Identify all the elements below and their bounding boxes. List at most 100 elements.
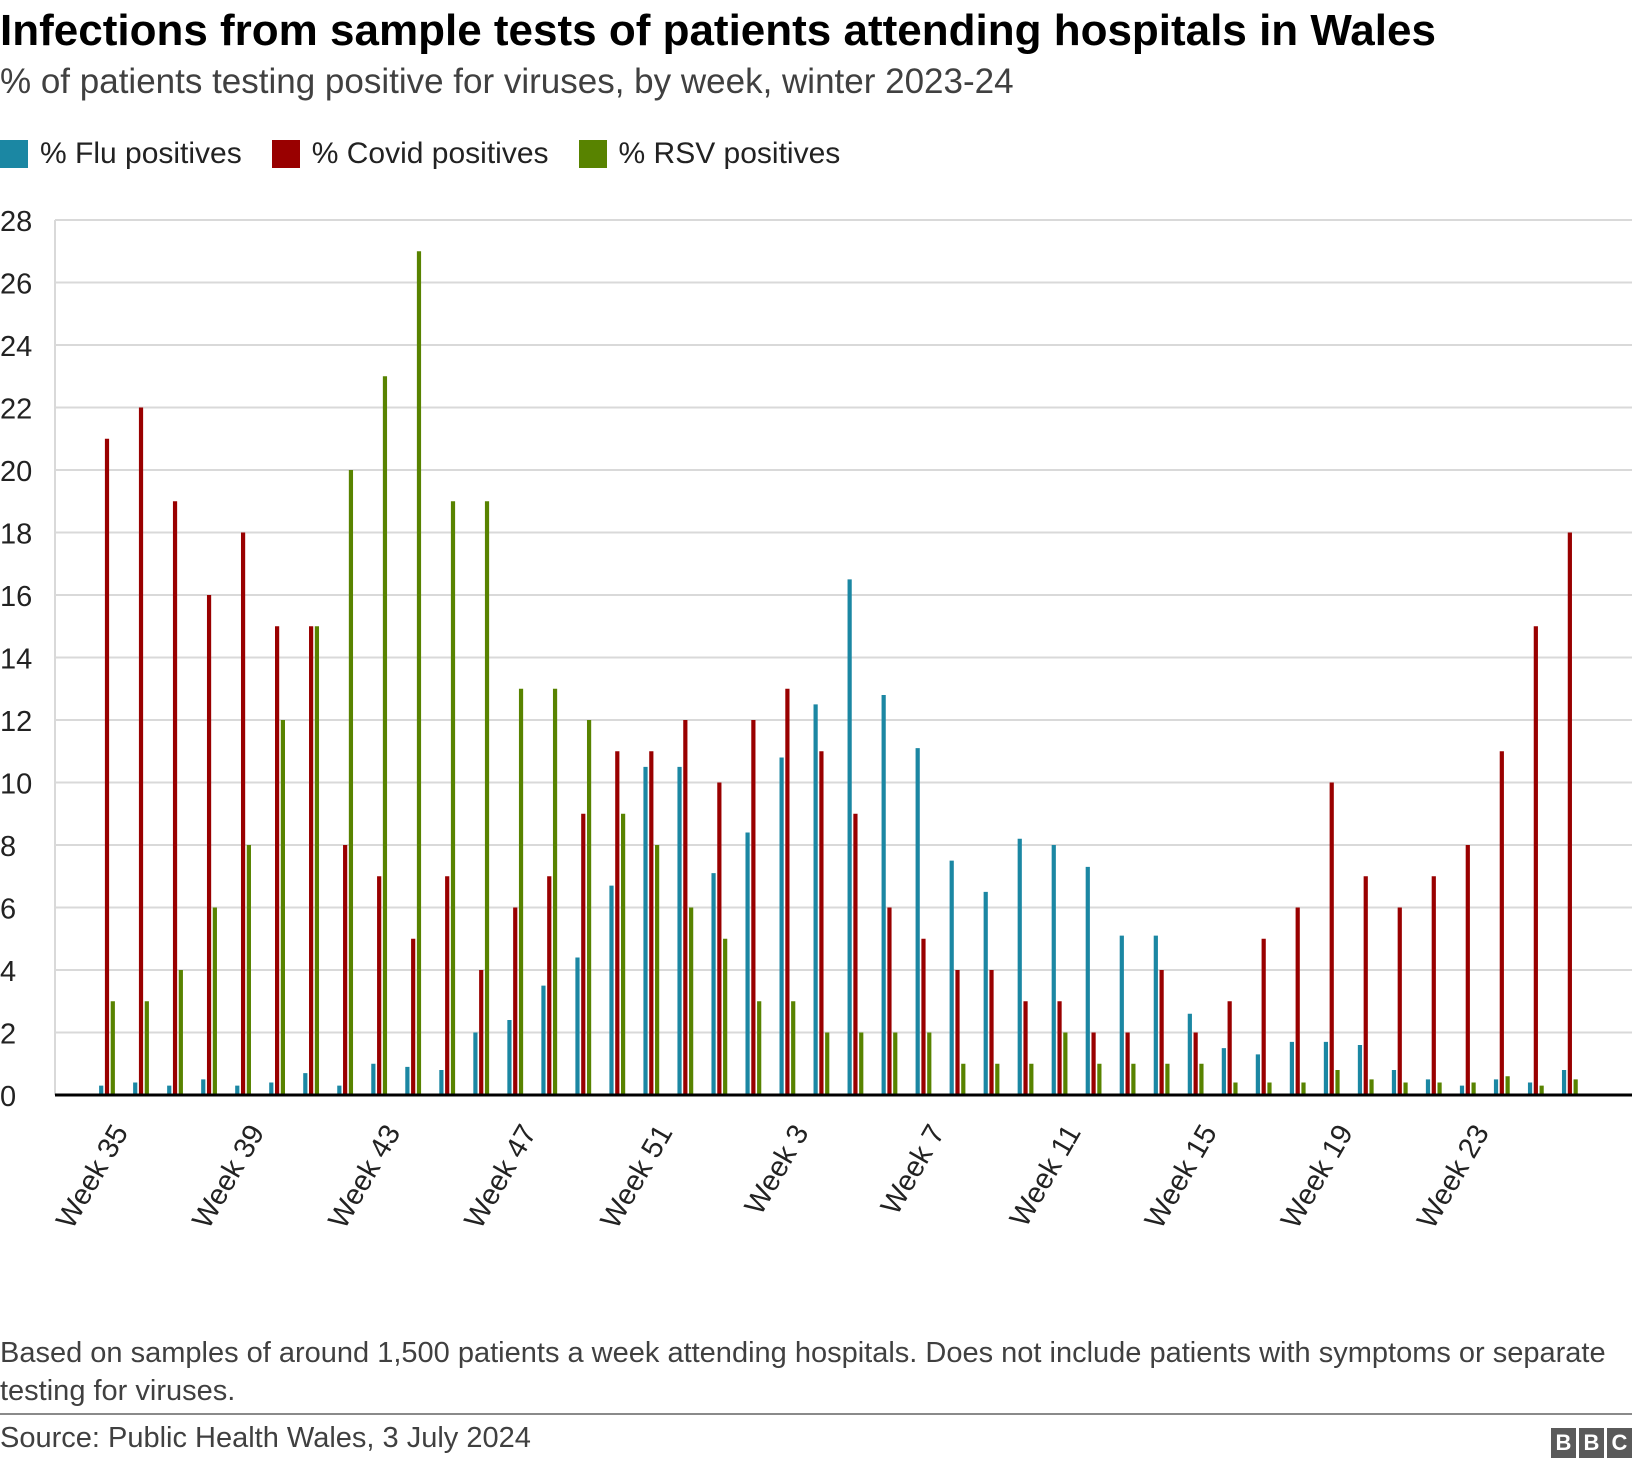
bar-rsv bbox=[1505, 1076, 1510, 1095]
y-tick-label: 20 bbox=[0, 456, 32, 488]
bar-rsv bbox=[450, 501, 456, 1095]
bar-flu bbox=[1119, 935, 1124, 1096]
bar-covid bbox=[1193, 1032, 1198, 1095]
bar-flu bbox=[711, 873, 716, 1096]
y-tick-label: 10 bbox=[0, 769, 32, 801]
bar-flu bbox=[847, 579, 852, 1096]
bar-covid bbox=[649, 751, 654, 1095]
bar-covid bbox=[853, 813, 858, 1095]
bar-flu bbox=[337, 1085, 342, 1096]
bar-group bbox=[1221, 1001, 1238, 1096]
bar-covid bbox=[1363, 876, 1368, 1095]
bar-flu bbox=[1391, 1070, 1397, 1095]
bar-covid bbox=[1397, 907, 1402, 1095]
bar-covid bbox=[751, 720, 756, 1095]
bar-group bbox=[235, 532, 251, 1096]
bar-rsv bbox=[961, 1063, 966, 1095]
bar-group bbox=[949, 860, 966, 1096]
chart-title: Infections from sample tests of patients… bbox=[0, 6, 1436, 55]
bar-group bbox=[677, 720, 694, 1096]
bar-rsv bbox=[825, 1032, 830, 1095]
bars bbox=[99, 251, 1578, 1096]
bar-flu bbox=[1459, 1085, 1465, 1096]
bar-covid bbox=[1499, 751, 1504, 1095]
bar-covid bbox=[1125, 1032, 1130, 1095]
bar-flu bbox=[99, 1085, 104, 1096]
bar-rsv bbox=[1335, 1070, 1340, 1095]
bar-rsv bbox=[1301, 1082, 1306, 1095]
bar-covid bbox=[989, 970, 994, 1095]
bar-group bbox=[609, 751, 626, 1096]
bbc-logo-letter: B bbox=[1551, 1428, 1576, 1458]
bar-group bbox=[1561, 532, 1578, 1096]
bar-rsv bbox=[927, 1032, 932, 1095]
bar-flu bbox=[1153, 935, 1158, 1096]
bar-rsv bbox=[1267, 1082, 1272, 1095]
bar-rsv bbox=[1437, 1082, 1442, 1095]
bar-rsv bbox=[1063, 1032, 1068, 1095]
bar-rsv bbox=[518, 688, 524, 1095]
legend-label-flu: % Flu positives bbox=[40, 137, 242, 170]
bar-flu bbox=[507, 1020, 512, 1095]
bar-rsv bbox=[1573, 1079, 1578, 1096]
bar-group bbox=[1357, 876, 1374, 1096]
y-tick-label: 14 bbox=[0, 644, 32, 676]
bar-flu bbox=[609, 885, 614, 1096]
bar-rsv bbox=[1369, 1079, 1374, 1096]
bar-group bbox=[1391, 907, 1408, 1095]
bar-rsv bbox=[552, 688, 558, 1095]
bar-rsv bbox=[212, 907, 217, 1095]
bar-covid bbox=[615, 751, 620, 1095]
x-axis-ticks: Week 35 Week 39 Week 43 Week 47 Week 51 Week … bbox=[50, 1120, 1495, 1235]
bar-flu bbox=[643, 766, 648, 1096]
x-tick-label: Week 51 bbox=[595, 1120, 680, 1235]
bar-group bbox=[915, 748, 932, 1096]
legend-item-covid: % Covid positives bbox=[271, 137, 549, 171]
bbc-logo-letter: C bbox=[1607, 1428, 1632, 1458]
bar-group bbox=[1493, 751, 1510, 1096]
bar-flu bbox=[677, 766, 682, 1096]
bar-flu bbox=[779, 757, 784, 1095]
legend-item-rsv: % RSV positives bbox=[578, 137, 840, 171]
bar-flu bbox=[133, 1082, 138, 1095]
chart-subtitle: % of patients testing positive for virus… bbox=[0, 62, 1014, 101]
chart-source: Source: Public Health Wales, 3 July 2024 bbox=[0, 1422, 531, 1454]
bar-group bbox=[133, 407, 149, 1095]
y-tick-label: 16 bbox=[0, 581, 32, 613]
bar-flu bbox=[235, 1085, 240, 1096]
bar-rsv bbox=[586, 720, 592, 1095]
bar-flu bbox=[915, 748, 920, 1096]
bar-group bbox=[983, 891, 1000, 1096]
bar-flu bbox=[439, 1070, 444, 1095]
bar-flu bbox=[473, 1032, 478, 1095]
x-tick-label: Week 39 bbox=[186, 1120, 271, 1235]
y-tick-label: 12 bbox=[0, 706, 32, 738]
bar-flu bbox=[1493, 1079, 1499, 1096]
bar-group bbox=[1289, 907, 1306, 1096]
bar-flu bbox=[1323, 1041, 1329, 1096]
bar-flu bbox=[575, 957, 580, 1095]
x-tick-label: Week 11 bbox=[1004, 1120, 1088, 1233]
bbc-logo: B B C bbox=[1548, 1428, 1632, 1458]
bar-group bbox=[405, 251, 422, 1096]
bar-covid bbox=[955, 970, 960, 1095]
bbc-logo-letter: B bbox=[1579, 1428, 1604, 1458]
bar-rsv bbox=[893, 1032, 898, 1095]
bar-group bbox=[303, 626, 320, 1096]
bar-rsv bbox=[791, 1001, 796, 1095]
bar-flu bbox=[1289, 1041, 1294, 1096]
legend-label-covid: % Covid positives bbox=[311, 137, 549, 170]
bar-flu bbox=[303, 1073, 308, 1096]
bar-covid bbox=[581, 813, 586, 1095]
y-tick-label: 8 bbox=[0, 831, 16, 863]
y-tick-label: 18 bbox=[0, 519, 32, 551]
bar-rsv bbox=[655, 845, 660, 1095]
bar-covid bbox=[921, 938, 926, 1095]
bar-rsv bbox=[621, 813, 626, 1095]
bar-covid bbox=[275, 626, 280, 1095]
y-tick-label: 0 bbox=[0, 1081, 16, 1113]
bar-group bbox=[1017, 838, 1034, 1095]
bar-rsv bbox=[144, 1001, 149, 1095]
